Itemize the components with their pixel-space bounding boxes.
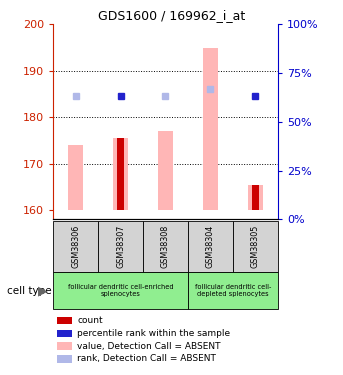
Bar — [203, 48, 217, 210]
Bar — [114, 138, 128, 210]
Text: cell type: cell type — [7, 286, 51, 296]
Text: GDS1600 / 169962_i_at: GDS1600 / 169962_i_at — [98, 9, 245, 22]
Text: GSM38305: GSM38305 — [251, 225, 260, 268]
Text: ▶: ▶ — [38, 284, 48, 297]
Bar — [53, 272, 188, 309]
Text: GSM38304: GSM38304 — [206, 225, 215, 268]
Bar — [69, 145, 83, 210]
Bar — [158, 131, 173, 210]
Bar — [188, 272, 278, 309]
Text: GSM38308: GSM38308 — [161, 225, 170, 268]
Bar — [53, 221, 98, 272]
Bar — [188, 221, 233, 272]
Text: rank, Detection Call = ABSENT: rank, Detection Call = ABSENT — [77, 354, 216, 363]
Bar — [143, 221, 188, 272]
Bar — [233, 221, 278, 272]
Text: count: count — [77, 316, 103, 325]
Text: value, Detection Call = ABSENT: value, Detection Call = ABSENT — [77, 342, 221, 351]
Bar — [248, 184, 262, 210]
Bar — [117, 138, 124, 210]
Bar — [252, 184, 259, 210]
Text: follicular dendritic cell-
depleted splenocytes: follicular dendritic cell- depleted sple… — [195, 284, 271, 297]
Text: follicular dendritic cell-enriched
splenocytes: follicular dendritic cell-enriched splen… — [68, 284, 173, 297]
Text: GSM38307: GSM38307 — [116, 225, 125, 268]
Text: GSM38306: GSM38306 — [71, 225, 80, 268]
Bar — [98, 221, 143, 272]
Text: percentile rank within the sample: percentile rank within the sample — [77, 329, 230, 338]
